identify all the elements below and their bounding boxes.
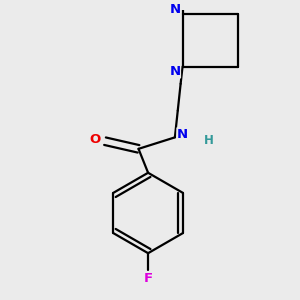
Text: H: H: [203, 134, 213, 147]
Text: F: F: [143, 272, 153, 285]
Text: O: O: [90, 133, 101, 146]
Text: N: N: [169, 65, 181, 78]
Text: N: N: [169, 3, 181, 16]
Text: N: N: [177, 128, 188, 141]
